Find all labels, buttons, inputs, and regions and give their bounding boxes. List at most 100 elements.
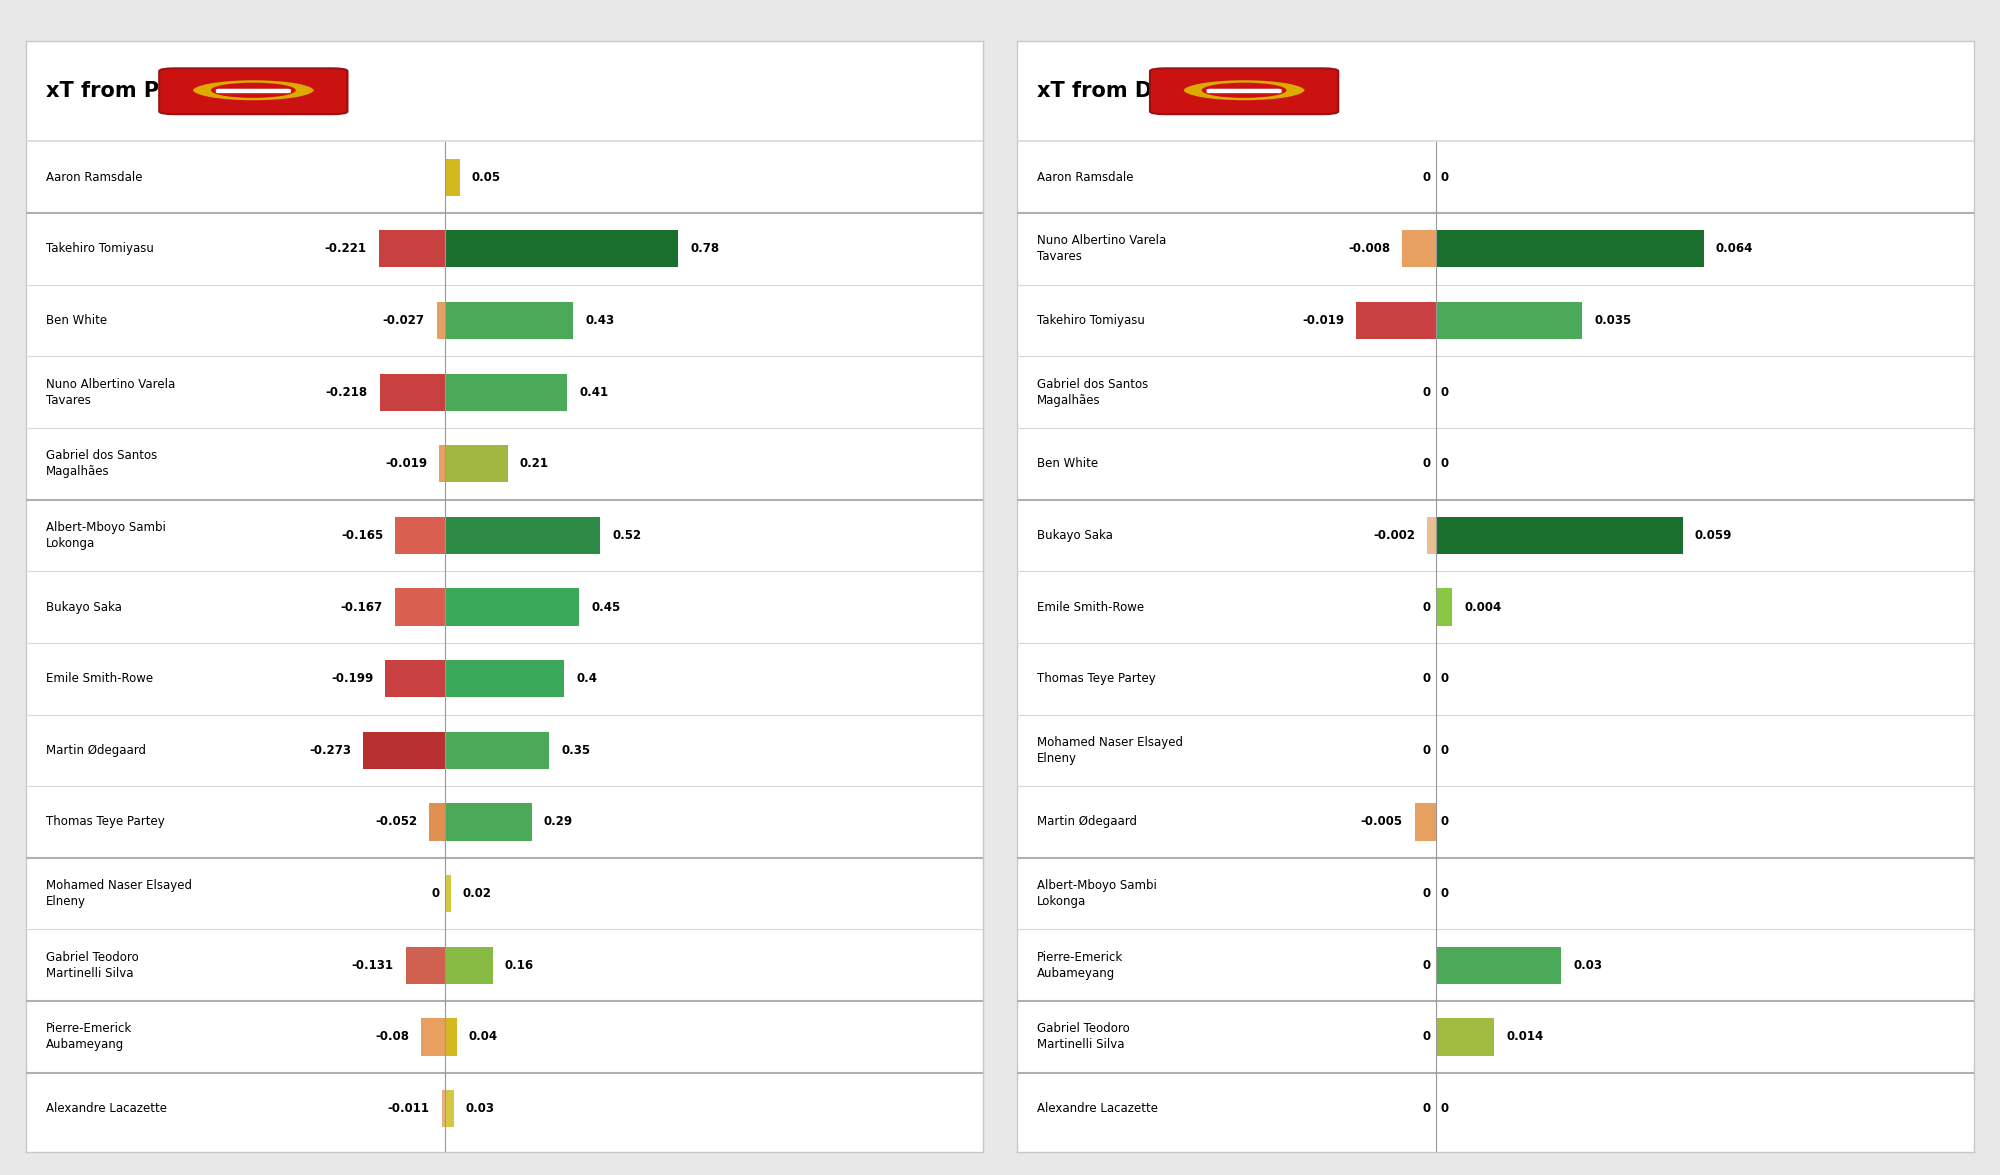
Bar — [444, 302, 574, 340]
Text: Gabriel dos Santos
Magalhães: Gabriel dos Santos Magalhães — [46, 449, 158, 478]
Text: Pierre-Emerick
Aubameyang: Pierre-Emerick Aubameyang — [1036, 951, 1122, 980]
Text: Thomas Teye Partey: Thomas Teye Partey — [1036, 672, 1156, 685]
FancyBboxPatch shape — [1016, 41, 1974, 141]
Bar — [436, 302, 444, 340]
Bar — [1436, 1019, 1494, 1055]
Text: Gabriel Teodoro
Martinelli Silva: Gabriel Teodoro Martinelli Silva — [1036, 1022, 1130, 1052]
Text: -0.008: -0.008 — [1348, 242, 1390, 255]
Text: 0.059: 0.059 — [1694, 529, 1732, 542]
Text: -0.165: -0.165 — [342, 529, 384, 542]
Text: -0.002: -0.002 — [1374, 529, 1416, 542]
Circle shape — [192, 79, 314, 101]
Text: -0.019: -0.019 — [386, 457, 428, 470]
Text: 0: 0 — [1440, 170, 1448, 183]
Bar — [444, 947, 492, 983]
Text: -0.027: -0.027 — [382, 314, 424, 327]
Text: 0.064: 0.064 — [1716, 242, 1752, 255]
Bar — [444, 804, 532, 840]
Bar — [444, 159, 460, 196]
Text: 0.035: 0.035 — [1594, 314, 1632, 327]
Text: -0.08: -0.08 — [374, 1030, 408, 1043]
Text: 0.04: 0.04 — [468, 1030, 498, 1043]
Text: 0: 0 — [1422, 1030, 1430, 1043]
Bar — [406, 947, 444, 983]
Bar — [396, 517, 444, 555]
Text: xT from Passes: xT from Passes — [46, 81, 224, 101]
Bar — [444, 875, 450, 912]
Text: 0.29: 0.29 — [544, 815, 572, 828]
Text: 0: 0 — [1422, 457, 1430, 470]
Text: Alexandre Lacazette: Alexandre Lacazette — [46, 1102, 166, 1115]
Bar — [1436, 302, 1582, 340]
Text: 0: 0 — [1422, 959, 1430, 972]
Bar — [1436, 517, 1682, 555]
Circle shape — [210, 82, 296, 98]
Text: 0: 0 — [1440, 1102, 1448, 1115]
Text: -0.218: -0.218 — [326, 385, 368, 398]
Text: 0: 0 — [1440, 887, 1448, 900]
Bar — [1402, 230, 1436, 268]
Bar — [1436, 947, 1562, 983]
Bar — [420, 1019, 444, 1055]
Text: 0.78: 0.78 — [690, 242, 720, 255]
Circle shape — [1182, 79, 1306, 101]
Bar — [430, 804, 444, 840]
Bar — [380, 374, 444, 411]
Text: 0: 0 — [1422, 385, 1430, 398]
Text: 0: 0 — [1440, 672, 1448, 685]
Text: Alexandre Lacazette: Alexandre Lacazette — [1036, 1102, 1158, 1115]
Text: xT from Dribbles: xT from Dribbles — [1036, 81, 1234, 101]
Bar — [444, 445, 508, 483]
Text: 0.014: 0.014 — [1506, 1030, 1544, 1043]
Bar — [378, 230, 444, 268]
Bar — [1436, 589, 1452, 625]
Text: Gabriel Teodoro
Martinelli Silva: Gabriel Teodoro Martinelli Silva — [46, 951, 138, 980]
Bar — [444, 589, 580, 625]
Text: 0: 0 — [1422, 744, 1430, 757]
Text: Bukayo Saka: Bukayo Saka — [46, 600, 122, 613]
Text: 0.45: 0.45 — [592, 600, 620, 613]
Text: Albert-Mboyo Sambi
Lokonga: Albert-Mboyo Sambi Lokonga — [1036, 879, 1156, 908]
Circle shape — [1202, 82, 1286, 98]
Text: 0.004: 0.004 — [1464, 600, 1502, 613]
Text: 0.35: 0.35 — [562, 744, 590, 757]
Bar — [444, 1019, 456, 1055]
Bar — [1436, 230, 1704, 268]
Text: Gabriel dos Santos
Magalhães: Gabriel dos Santos Magalhães — [1036, 377, 1148, 407]
Bar — [444, 1090, 454, 1127]
Bar — [442, 1090, 444, 1127]
Text: Emile Smith-Rowe: Emile Smith-Rowe — [46, 672, 154, 685]
Text: 0: 0 — [432, 887, 440, 900]
Text: Ben White: Ben White — [46, 314, 108, 327]
Text: -0.199: -0.199 — [332, 672, 374, 685]
Text: Aaron Ramsdale: Aaron Ramsdale — [46, 170, 142, 183]
Text: 0.4: 0.4 — [576, 672, 598, 685]
Bar — [444, 660, 564, 697]
Text: 0: 0 — [1422, 600, 1430, 613]
Bar — [394, 589, 444, 625]
Bar — [386, 660, 444, 697]
Text: 0: 0 — [1440, 457, 1448, 470]
Text: 0.21: 0.21 — [520, 457, 548, 470]
Text: -0.019: -0.019 — [1302, 314, 1344, 327]
Text: 0.03: 0.03 — [1574, 959, 1602, 972]
Bar — [444, 517, 600, 555]
FancyBboxPatch shape — [160, 68, 348, 114]
FancyBboxPatch shape — [26, 41, 984, 141]
Bar — [364, 732, 444, 768]
Text: 0.52: 0.52 — [612, 529, 642, 542]
Text: 0: 0 — [1422, 672, 1430, 685]
Text: Mohamed Naser Elsayed
Elneny: Mohamed Naser Elsayed Elneny — [1036, 736, 1182, 765]
Text: Bukayo Saka: Bukayo Saka — [1036, 529, 1112, 542]
Text: 0: 0 — [1440, 385, 1448, 398]
Text: Thomas Teye Partey: Thomas Teye Partey — [46, 815, 164, 828]
Bar — [440, 445, 444, 483]
Text: 0.43: 0.43 — [586, 314, 614, 327]
Text: -0.167: -0.167 — [340, 600, 382, 613]
Text: 0: 0 — [1422, 170, 1430, 183]
Text: 0.03: 0.03 — [466, 1102, 494, 1115]
Text: Mohamed Naser Elsayed
Elneny: Mohamed Naser Elsayed Elneny — [46, 879, 192, 908]
Text: Takehiro Tomiyasu: Takehiro Tomiyasu — [1036, 314, 1144, 327]
Text: Aaron Ramsdale: Aaron Ramsdale — [1036, 170, 1134, 183]
Text: 0: 0 — [1422, 887, 1430, 900]
